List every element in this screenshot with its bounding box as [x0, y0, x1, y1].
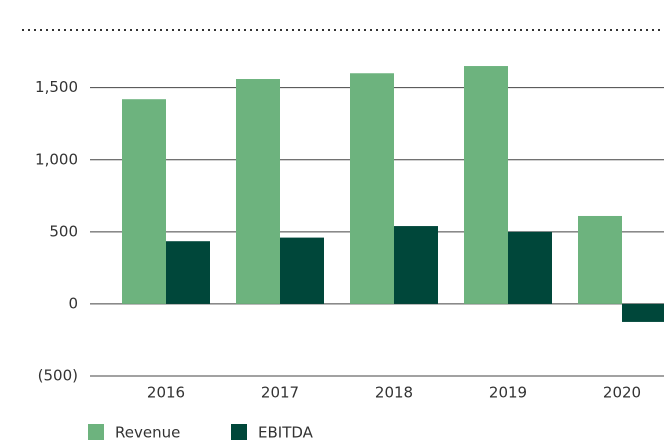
legend-swatch	[88, 424, 104, 440]
bar	[508, 231, 552, 304]
y-tick-label: 500	[49, 222, 78, 240]
bar	[350, 73, 394, 304]
y-tick-label: 1,000	[35, 150, 78, 168]
bar	[622, 303, 664, 322]
bar	[578, 215, 622, 304]
bar	[280, 237, 324, 304]
legend-label: Revenue	[115, 424, 180, 442]
y-tick-label: (500)	[38, 367, 78, 385]
x-tick-label: 2018	[375, 384, 413, 402]
x-tick-label: 2020	[603, 384, 641, 402]
legend-swatch	[231, 424, 247, 440]
x-tick-label: 2017	[261, 384, 299, 402]
y-tick-label: 0	[68, 294, 78, 312]
x-tick-label: 2019	[489, 384, 527, 402]
bar	[464, 66, 508, 304]
bar	[122, 99, 166, 304]
bar	[166, 241, 210, 304]
y-tick-label: 1,500	[35, 78, 78, 96]
x-tick-label: 2016	[147, 384, 185, 402]
bar	[236, 79, 280, 304]
bar	[394, 226, 438, 304]
legend-label: EBITDA	[258, 424, 314, 442]
